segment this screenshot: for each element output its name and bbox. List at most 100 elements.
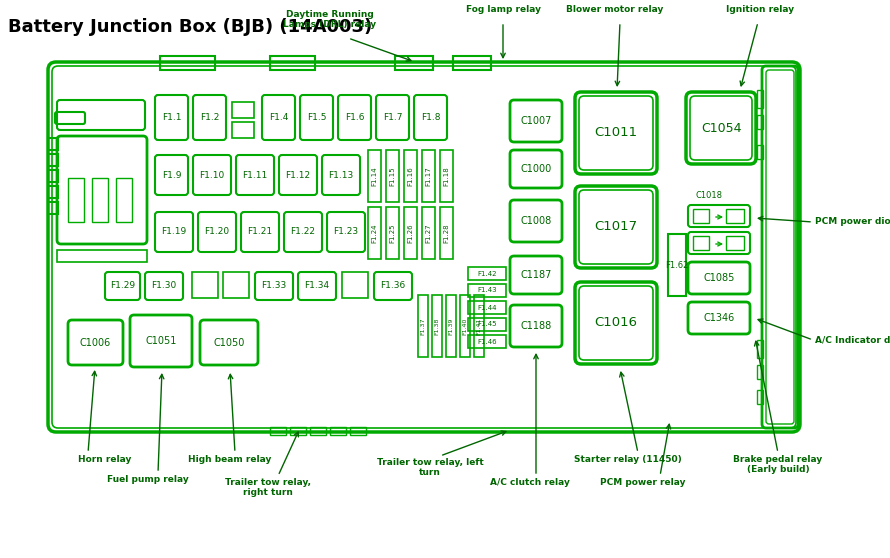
- Bar: [468, 301, 506, 314]
- Text: F1.7: F1.7: [383, 113, 402, 122]
- Bar: [192, 272, 218, 298]
- Bar: [460, 295, 470, 357]
- Text: F1.40: F1.40: [463, 318, 467, 335]
- Text: A/C Indicator diode: A/C Indicator diode: [815, 335, 890, 344]
- Bar: [68, 178, 84, 222]
- Text: F1.13: F1.13: [328, 171, 353, 180]
- Text: F1.41: F1.41: [476, 318, 481, 335]
- Text: F1.30: F1.30: [151, 281, 176, 291]
- Text: C1054: C1054: [700, 122, 741, 134]
- Text: F1.38: F1.38: [434, 318, 440, 335]
- Bar: [57, 250, 147, 262]
- Bar: [757, 365, 763, 379]
- Text: Battery Junction Box (BJB) (14A003): Battery Junction Box (BJB) (14A003): [8, 18, 372, 36]
- Text: F1.15: F1.15: [390, 166, 395, 186]
- Text: Trailer tow relay,
right turn: Trailer tow relay, right turn: [225, 478, 311, 497]
- Text: PCM power relay: PCM power relay: [600, 478, 686, 487]
- Text: PCM power diode: PCM power diode: [815, 218, 890, 227]
- Text: F1.45: F1.45: [477, 321, 497, 328]
- Text: Brake pedal relay
(Early build): Brake pedal relay (Early build): [733, 455, 822, 474]
- Text: F1.43: F1.43: [477, 287, 497, 294]
- Text: C1007: C1007: [521, 116, 552, 126]
- Bar: [668, 234, 686, 296]
- Bar: [350, 427, 366, 435]
- Bar: [726, 236, 744, 250]
- Text: C1051: C1051: [145, 336, 177, 346]
- Bar: [468, 318, 506, 331]
- Text: F1.9: F1.9: [162, 171, 182, 180]
- Bar: [693, 236, 709, 250]
- Bar: [48, 202, 58, 214]
- Text: F1.17: F1.17: [425, 166, 432, 186]
- Bar: [468, 335, 506, 348]
- Text: A/C clutch relay: A/C clutch relay: [490, 478, 570, 487]
- Text: F1.8: F1.8: [421, 113, 441, 122]
- Bar: [404, 150, 417, 202]
- Bar: [386, 207, 399, 259]
- Bar: [270, 427, 286, 435]
- Text: F1.24: F1.24: [371, 223, 377, 243]
- Text: C1016: C1016: [595, 316, 637, 330]
- Text: Starter relay (11450): Starter relay (11450): [574, 455, 682, 464]
- Bar: [290, 427, 306, 435]
- Text: F1.5: F1.5: [307, 113, 327, 122]
- Text: F1.2: F1.2: [200, 113, 219, 122]
- Bar: [432, 295, 442, 357]
- Text: F1.23: F1.23: [334, 228, 359, 237]
- Text: F1.33: F1.33: [262, 281, 287, 291]
- Text: High beam relay: High beam relay: [189, 455, 271, 464]
- Text: F1.62: F1.62: [666, 261, 689, 270]
- Bar: [232, 122, 254, 138]
- Bar: [48, 138, 58, 150]
- Text: F1.6: F1.6: [344, 113, 364, 122]
- Bar: [368, 207, 381, 259]
- Bar: [446, 295, 456, 357]
- Text: C1008: C1008: [521, 216, 552, 226]
- Text: F1.34: F1.34: [304, 281, 329, 291]
- Bar: [330, 427, 346, 435]
- Bar: [270, 56, 315, 70]
- Text: F1.19: F1.19: [161, 228, 187, 237]
- Text: C1187: C1187: [521, 270, 552, 280]
- Text: C1085: C1085: [703, 273, 734, 283]
- Text: F1.20: F1.20: [205, 228, 230, 237]
- Text: C1011: C1011: [595, 127, 637, 140]
- Text: C1050: C1050: [214, 338, 245, 348]
- Text: F1.29: F1.29: [110, 281, 135, 291]
- Text: F1.39: F1.39: [449, 318, 454, 335]
- Text: F1.37: F1.37: [420, 318, 425, 335]
- Bar: [757, 115, 763, 129]
- Bar: [422, 207, 435, 259]
- Text: F1.10: F1.10: [199, 171, 224, 180]
- Bar: [368, 150, 381, 202]
- Text: F1.1: F1.1: [162, 113, 182, 122]
- Text: F1.22: F1.22: [290, 228, 315, 237]
- Text: F1.4: F1.4: [269, 113, 288, 122]
- Text: C1346: C1346: [703, 313, 734, 323]
- Text: F1.14: F1.14: [371, 166, 377, 186]
- Text: F1.28: F1.28: [443, 223, 449, 243]
- Bar: [232, 102, 254, 118]
- Bar: [92, 178, 108, 222]
- Bar: [453, 56, 491, 70]
- Text: Fuel pump relay: Fuel pump relay: [107, 475, 189, 484]
- Text: F1.44: F1.44: [477, 305, 497, 310]
- Text: C1000: C1000: [521, 164, 552, 174]
- Bar: [48, 186, 58, 198]
- Bar: [404, 207, 417, 259]
- Text: Trailer tow relay, left
turn: Trailer tow relay, left turn: [376, 458, 483, 478]
- Bar: [116, 178, 132, 222]
- Bar: [48, 154, 58, 166]
- Bar: [757, 340, 763, 358]
- Bar: [468, 267, 506, 280]
- Bar: [422, 150, 435, 202]
- Text: Horn relay: Horn relay: [78, 455, 132, 464]
- Text: F1.36: F1.36: [380, 281, 406, 291]
- Text: F1.27: F1.27: [425, 223, 432, 243]
- Text: F1.16: F1.16: [408, 166, 414, 186]
- Text: F1.42: F1.42: [477, 271, 497, 277]
- Bar: [726, 209, 744, 223]
- Text: F1.21: F1.21: [247, 228, 272, 237]
- Bar: [48, 170, 58, 182]
- Bar: [440, 207, 453, 259]
